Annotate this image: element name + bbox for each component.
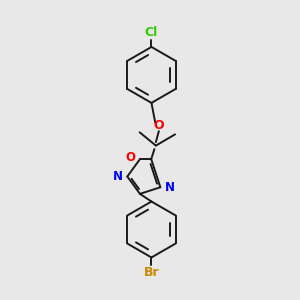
Text: Cl: Cl bbox=[145, 26, 158, 39]
Text: O: O bbox=[154, 119, 164, 132]
Text: N: N bbox=[164, 181, 175, 194]
Text: N: N bbox=[113, 170, 123, 183]
Text: O: O bbox=[126, 151, 136, 164]
Text: Br: Br bbox=[144, 266, 159, 279]
